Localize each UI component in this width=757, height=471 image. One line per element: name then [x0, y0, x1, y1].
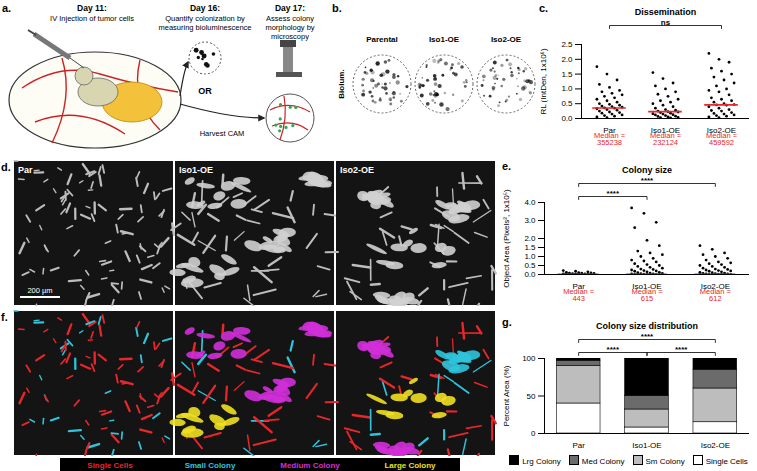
html-text:Lrg Colony: Lrg Colony [522, 457, 561, 466]
svg-text:OR: OR [198, 86, 212, 96]
svg-text:d.: d. [1, 161, 11, 173]
svg-text:Large Colony: Large Colony [384, 461, 436, 470]
svg-text:Iso2-OE: Iso2-OE [701, 441, 730, 450]
svg-text:Harvest CAM: Harvest CAM [200, 129, 245, 138]
svg-text:Par: Par [18, 165, 33, 175]
svg-text:Iso1-OE: Iso1-OE [429, 35, 460, 44]
svg-text:0.0: 0.0 [524, 270, 536, 279]
svg-text:IV Injection of tumor cells: IV Injection of tumor cells [50, 14, 134, 23]
svg-text:1.5: 1.5 [561, 70, 573, 79]
svg-text:Par: Par [572, 441, 585, 450]
svg-text:morphology by: morphology by [265, 23, 314, 32]
svg-text:Object Area (Pixels², 1x10⁵): Object Area (Pixels², 1x10⁵) [502, 189, 511, 288]
svg-text:b.: b. [332, 2, 342, 14]
html-text:Sm Colony: Sm Colony [645, 457, 685, 466]
svg-text:Day 16:: Day 16: [190, 3, 220, 13]
svg-text:measuring bioluminescence: measuring bioluminescence [159, 23, 252, 32]
svg-text:Quantify colonization by: Quantify colonization by [165, 14, 245, 23]
svg-text:0: 0 [531, 429, 536, 438]
svg-text:2.0: 2.0 [524, 234, 536, 243]
svg-text:4.0: 4.0 [524, 198, 536, 207]
svg-text:3.0: 3.0 [524, 216, 536, 225]
svg-text:0.5: 0.5 [561, 99, 573, 108]
svg-text:Percent Area (%): Percent Area (%) [502, 365, 511, 426]
html-text:Med Colony: Med Colony [581, 457, 625, 466]
svg-text:100: 100 [522, 354, 536, 363]
svg-text:Median =232124: Median =232124 [650, 131, 682, 148]
svg-text:1.0: 1.0 [524, 252, 536, 261]
html-text:c.: c. [539, 2, 549, 14]
svg-text:Iso1-OE: Iso1-OE [632, 441, 661, 450]
svg-text:0.5: 0.5 [524, 261, 536, 270]
svg-text:Colony size distribution: Colony size distribution [596, 321, 698, 331]
svg-text:Dissemination: Dissemination [635, 7, 697, 17]
svg-text:****: **** [607, 345, 620, 354]
svg-text:****: **** [641, 332, 654, 341]
svg-text:ns: ns [661, 18, 671, 27]
svg-text:Biolum.: Biolum. [337, 69, 346, 98]
svg-text:Median =615: Median =615 [631, 287, 663, 304]
svg-text:f.: f. [1, 311, 8, 323]
svg-text:Median =612: Median =612 [700, 287, 732, 304]
svg-text:****: **** [641, 176, 654, 185]
svg-text:Iso2-OE: Iso2-OE [340, 165, 374, 175]
svg-text:Day 11:: Day 11: [77, 3, 107, 13]
svg-text:200 µm: 200 µm [27, 286, 52, 295]
svg-text:Median =355238: Median =355238 [594, 131, 626, 148]
svg-text:50: 50 [527, 392, 536, 401]
svg-text:Single Cells: Single Cells [87, 461, 133, 470]
svg-text:Iso1-OE: Iso1-OE [179, 165, 213, 175]
html-text:g.: g. [502, 316, 512, 328]
svg-text:microscopy: microscopy [271, 32, 309, 41]
html-text:e.: e. [502, 160, 512, 172]
svg-text:Parental: Parental [366, 35, 398, 44]
svg-text:1.0: 1.0 [561, 84, 573, 93]
svg-text:Iso2-OE: Iso2-OE [491, 35, 522, 44]
svg-text:0.0: 0.0 [561, 114, 573, 123]
svg-text:RL (IntDen, 1x10⁶): RL (IntDen, 1x10⁶) [539, 48, 548, 114]
svg-text:a.: a. [2, 2, 11, 14]
svg-text:Assess colony: Assess colony [266, 14, 314, 23]
svg-text:Median =443: Median =443 [563, 287, 595, 304]
html-text:Single Cells: Single Cells [705, 457, 748, 466]
svg-text:Median =459592: Median =459592 [706, 131, 738, 148]
svg-text:2.5: 2.5 [561, 40, 573, 49]
svg-text:Colony size: Colony size [622, 165, 672, 175]
svg-text:2.0: 2.0 [561, 55, 573, 64]
svg-text:****: **** [607, 189, 620, 198]
svg-text:****: **** [675, 345, 688, 354]
svg-text:Medium Colony: Medium Colony [280, 461, 340, 470]
svg-text:1.5: 1.5 [524, 243, 536, 252]
svg-text:Day 17:: Day 17: [275, 3, 305, 13]
svg-text:Small Colony: Small Colony [185, 461, 236, 470]
